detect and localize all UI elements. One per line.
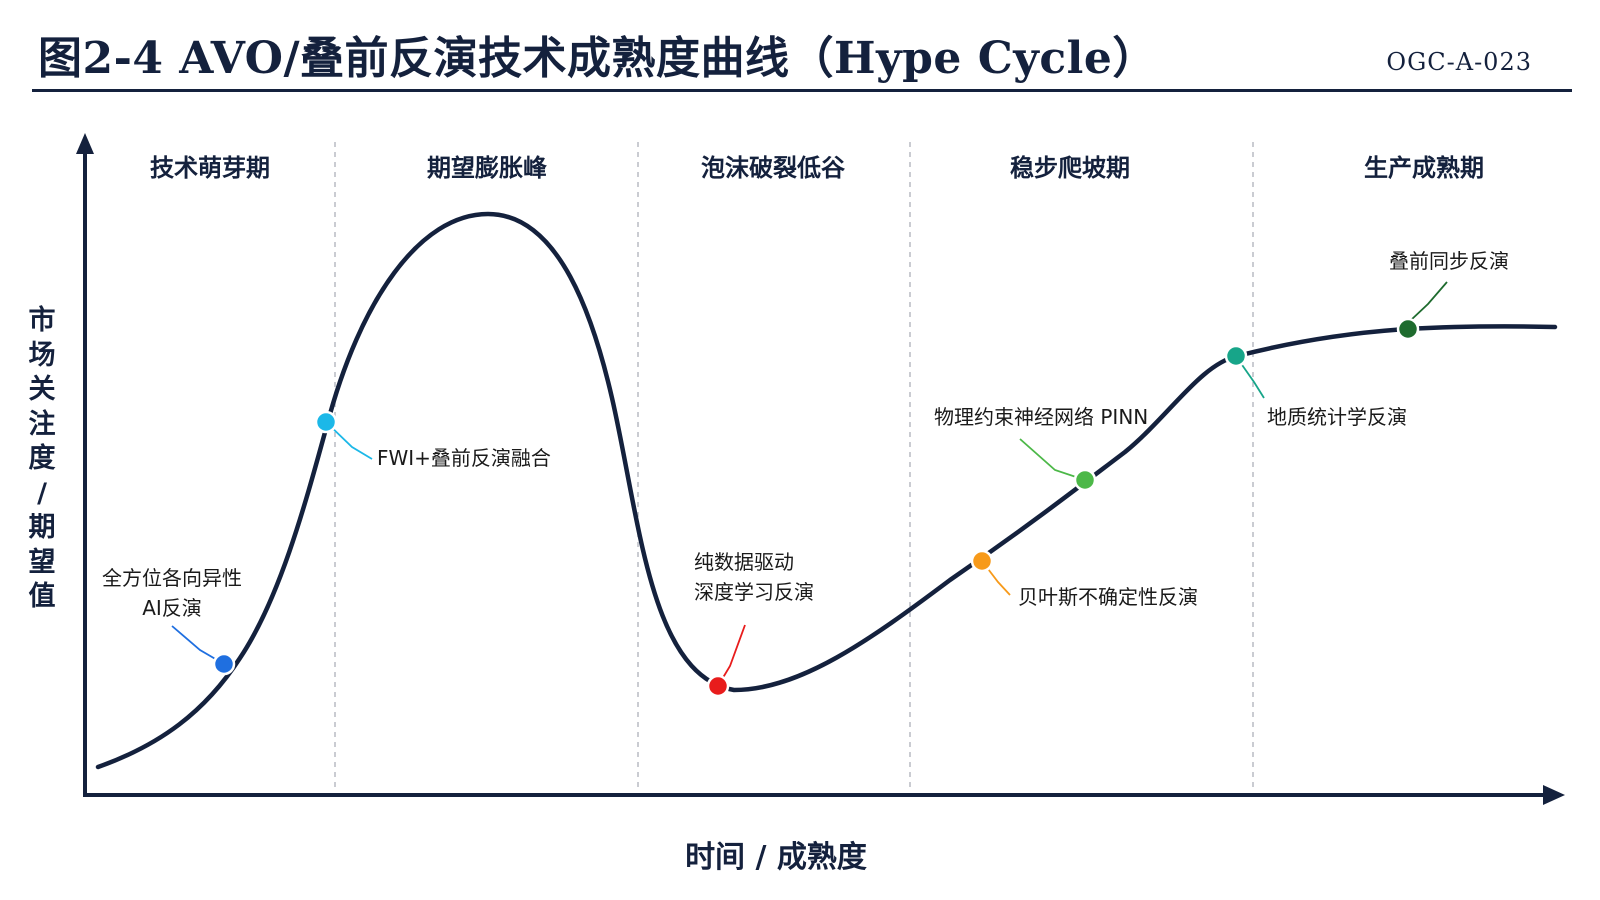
technology-marker[interactable] (970, 549, 994, 573)
technology-label-line: 物理约束神经网络 PINN (934, 405, 1149, 429)
y-axis-label-char: 注 (28, 408, 56, 440)
technology-label-line: 叠前同步反演 (1389, 249, 1509, 273)
hype-curve (95, 211, 1558, 770)
x-axis-arrow (1543, 785, 1565, 805)
page-title: 图2-4 AVO/叠前反演技术成熟度曲线（Hype Cycle） (38, 33, 1157, 84)
technology-label: 贝叶斯不确定性反演 (1018, 582, 1198, 612)
phase-label-peak-of-expectations: 期望膨胀峰 (427, 154, 547, 182)
technology-label: FWI+叠前反演融合 (377, 443, 551, 473)
technology-label: 纯数据驱动 深度学习反演 (694, 547, 814, 607)
y-axis-label-char: 市 (28, 305, 56, 336)
technology-marker[interactable] (706, 674, 730, 698)
leader-line (1239, 361, 1265, 399)
technology-label-line: AI反演 (142, 596, 202, 620)
figure-code: OGC-A-023 (1386, 48, 1532, 76)
technology-marker[interactable] (1396, 317, 1420, 341)
phase-label-slope-of-enlightenment: 稳步爬坡期 (1010, 154, 1130, 182)
technology-label-line: 地质统计学反演 (1267, 405, 1407, 429)
x-axis-label-text: 时间 / 成熟度 (685, 840, 867, 875)
phase-label-innovation-trigger: 技术萌芽期 (150, 154, 270, 182)
technology-label-line: FWI+叠前反演融合 (377, 446, 551, 470)
technology-marker[interactable] (1073, 468, 1097, 492)
y-axis-label-char: 关 (28, 374, 56, 405)
leader-line (325, 421, 373, 460)
technology-marker[interactable] (314, 410, 338, 434)
technology-marker[interactable] (1224, 344, 1248, 368)
technology-marker[interactable] (212, 652, 236, 676)
technology-label: 物理约束神经网络 PINN (934, 402, 1148, 432)
technology-label: 叠前同步反演 (1389, 246, 1509, 276)
technology-label: 地质统计学反演 (1267, 402, 1407, 432)
y-axis-arrow (76, 133, 94, 154)
technology-label: 全方位各向异性 AI反演 (96, 563, 248, 623)
technology-label-line: 纯数据驱动 (694, 550, 794, 574)
y-axis-label-char: 值 (28, 581, 56, 612)
leader-line (1019, 438, 1086, 481)
y-axis-label-char: / (37, 477, 47, 509)
y-axis-label: 市 场 关 注 度 / 期 望 值 (24, 304, 60, 615)
title-underline (32, 89, 1572, 92)
y-axis-label-char: 度 (28, 443, 56, 474)
technology-label-line: 深度学习反演 (694, 580, 814, 604)
phase-label-plateau-of-productivity: 生产成熟期 (1364, 154, 1484, 182)
leader-line (1410, 281, 1448, 321)
phase-label-trough-of-disillusionment: 泡沫破裂低谷 (701, 154, 845, 182)
y-axis-label-char: 期 (28, 512, 56, 543)
technology-label-line: 全方位各向异性 (102, 566, 242, 590)
x-axis-label: 时间 / 成熟度 (0, 832, 1600, 876)
y-axis-label-char: 场 (28, 339, 56, 371)
y-axis-label-char: 望 (28, 546, 56, 578)
technology-label-line: 贝叶斯不确定性反演 (1018, 585, 1198, 609)
